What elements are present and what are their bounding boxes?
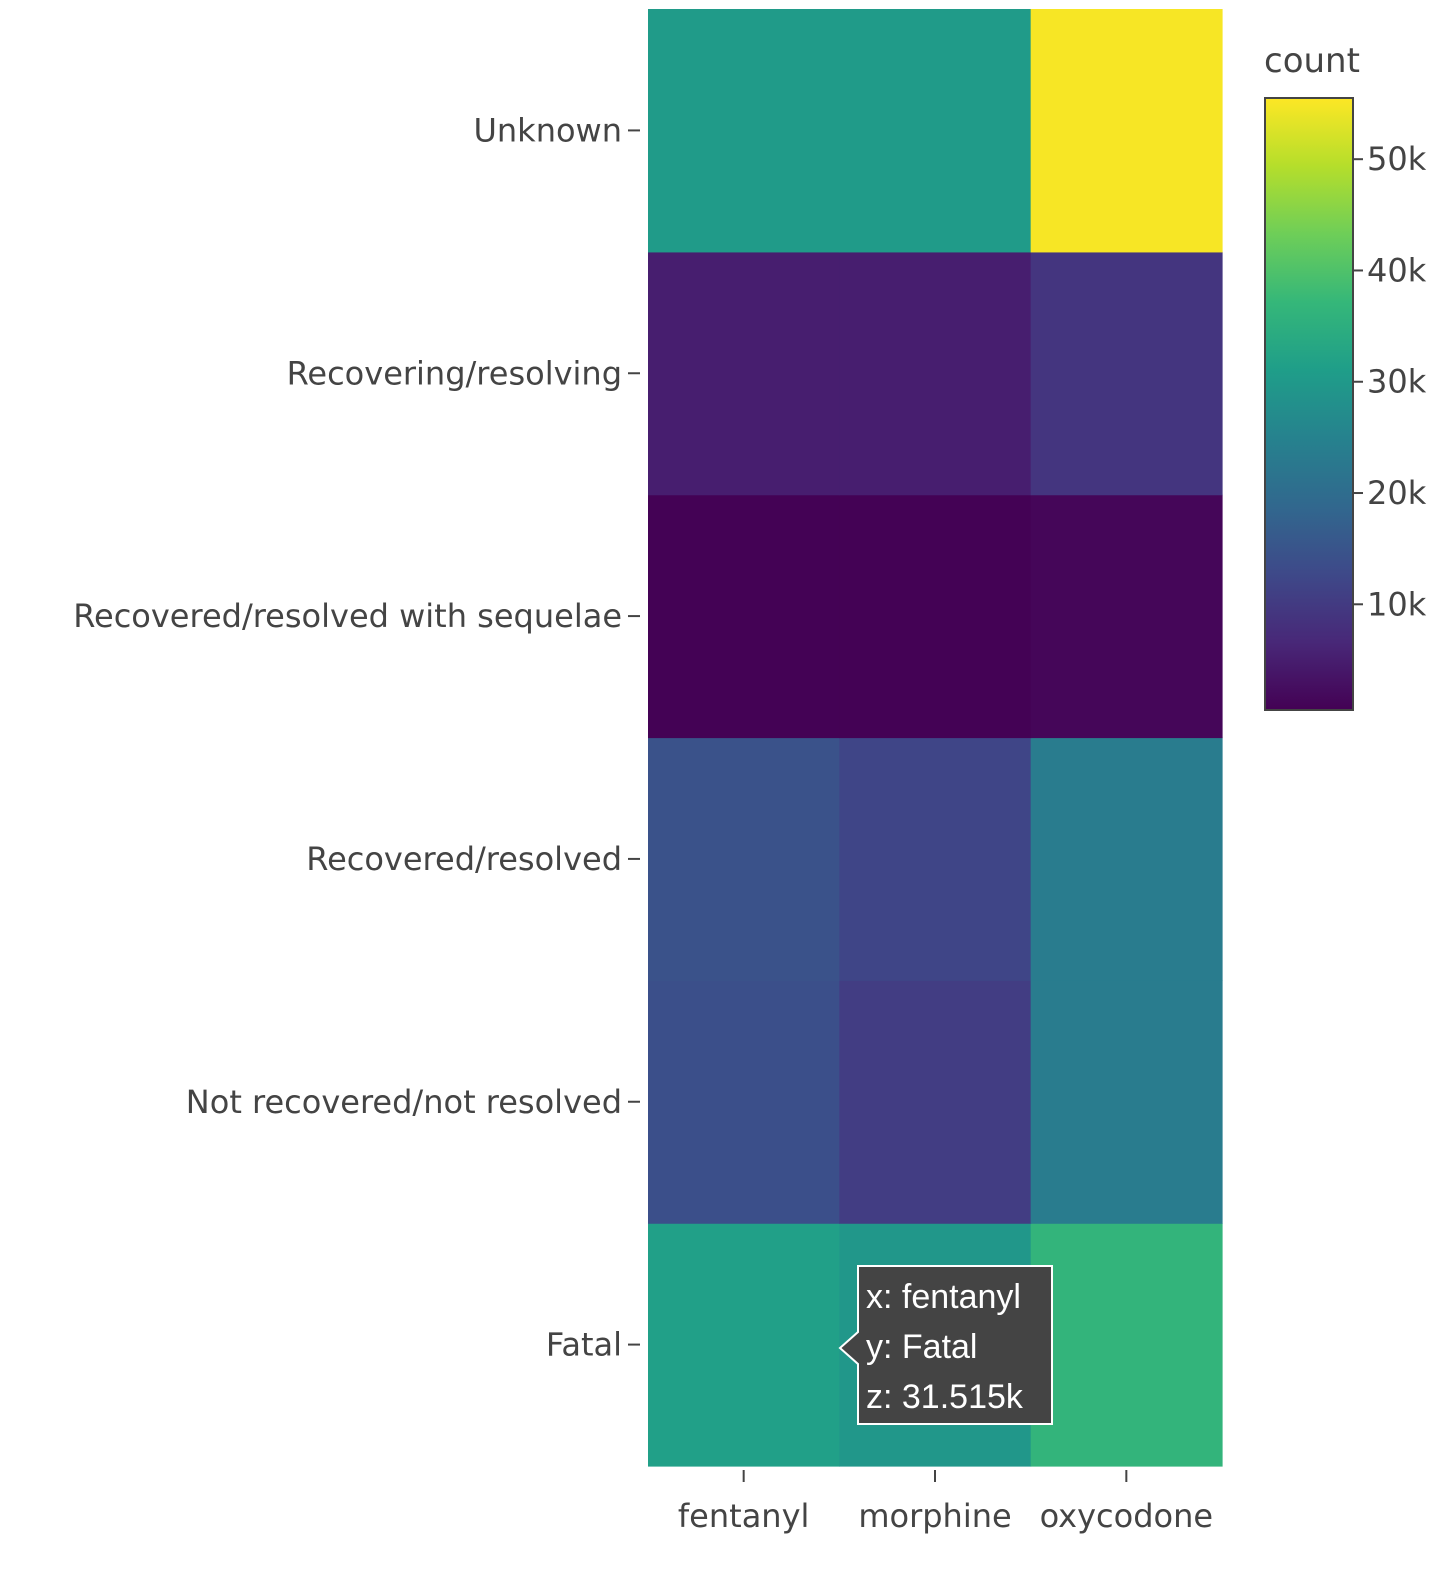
- y-tick-label: Fatal: [546, 1326, 622, 1364]
- colorbar-tick-label: 20k: [1367, 474, 1427, 512]
- hover-tooltip: x: fentanyl y: Fatal z: 31.515k: [838, 1265, 1053, 1425]
- tooltip-y-line: y: Fatal: [866, 1328, 977, 1366]
- heatmap-cell: [648, 494, 840, 739]
- heatmap-cell: [839, 251, 1032, 496]
- heatmap-cell: [1030, 494, 1223, 739]
- colorbar-ticks: 10k 20k 30k 40k 50k: [1353, 140, 1427, 623]
- heatmap-cell: [648, 1223, 840, 1467]
- heatmap-cell: [1030, 737, 1223, 981]
- heatmap-cell: [648, 251, 840, 496]
- y-tick-label: Unknown: [473, 111, 622, 149]
- colorbar: count 10k 20k 30k 40k 50k: [1264, 41, 1427, 711]
- tooltip-x-line: x: fentanyl: [866, 1278, 1021, 1316]
- colorbar-tick-label: 40k: [1367, 251, 1427, 289]
- y-tick-label: Recovered/resolved: [306, 840, 622, 878]
- heatmap-cells: [648, 9, 1223, 1467]
- y-tick-label: Recovered/resolved with sequelae: [73, 597, 622, 635]
- y-tick-label: Recovering/resolving: [287, 354, 622, 392]
- heatmap-cell: [648, 9, 840, 253]
- heatmap-cell: [839, 494, 1032, 739]
- tooltip-box: [838, 1265, 1053, 1425]
- x-tick-label: fentanyl: [678, 1497, 810, 1535]
- x-tick-label: morphine: [858, 1497, 1011, 1535]
- heatmap-cell: [839, 980, 1032, 1224]
- colorbar-tick-label: 30k: [1367, 363, 1427, 401]
- colorbar-tick-label: 50k: [1367, 140, 1427, 178]
- heatmap-cell: [1030, 9, 1223, 253]
- heatmap-cell: [839, 9, 1032, 253]
- heatmap-cell: [1030, 251, 1223, 496]
- heatmap-cell: [1030, 980, 1223, 1224]
- heatmap-cell: [648, 737, 840, 981]
- tooltip-z-line: z: 31.515k: [866, 1378, 1024, 1416]
- heatmap-cell: [648, 980, 840, 1224]
- y-axis: Fatal Not recovered/not resolved Recovered…: [73, 111, 640, 1364]
- colorbar-tick-label: 10k: [1367, 585, 1427, 623]
- y-tick-label: Not recovered/not resolved: [186, 1083, 622, 1121]
- heatmap-cell: [839, 737, 1032, 981]
- x-axis: fentanyl morphine oxycodone: [678, 1470, 1213, 1535]
- x-tick-label: oxycodone: [1040, 1497, 1214, 1535]
- heatmap-cell: [1030, 1223, 1223, 1467]
- colorbar-gradient: [1264, 97, 1354, 711]
- colorbar-title: count: [1264, 41, 1360, 81]
